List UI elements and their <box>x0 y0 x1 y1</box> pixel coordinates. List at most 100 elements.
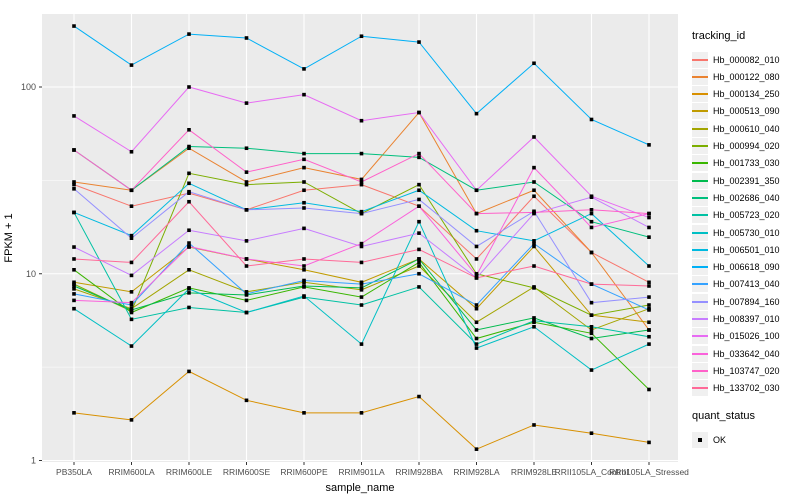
series-color-key <box>692 103 708 120</box>
legend-item-ok: OK <box>692 431 726 448</box>
data-point <box>244 170 249 174</box>
series-color-key <box>692 189 708 206</box>
y-tick-label: 1 <box>31 456 36 466</box>
data-point <box>532 188 536 193</box>
x-axis-title: sample_name <box>325 482 394 494</box>
data-point <box>187 181 191 186</box>
series-color-key <box>692 276 708 293</box>
data-point <box>589 282 594 286</box>
data-point <box>72 182 76 187</box>
x-tick-label: RRII105LA_Stressed <box>609 467 689 477</box>
data-point <box>302 67 306 71</box>
data-point <box>72 298 76 303</box>
data-point <box>359 177 364 182</box>
data-point <box>474 273 479 278</box>
data-point <box>72 114 76 118</box>
data-point <box>359 288 364 292</box>
legend-item: Hb_000994_020 <box>692 138 780 155</box>
data-point <box>302 226 306 231</box>
data-point <box>187 244 191 249</box>
x-tick-label: RRIM600LE <box>166 467 213 477</box>
data-point <box>187 267 191 272</box>
data-point <box>589 431 594 436</box>
data-point <box>187 291 191 295</box>
data-point <box>417 257 421 261</box>
data-point <box>647 143 651 147</box>
data-point <box>589 250 594 255</box>
data-point <box>359 241 364 246</box>
data-point <box>72 187 76 191</box>
data-point <box>532 316 536 320</box>
data-point <box>72 282 76 286</box>
series-points-Hb_005730_010 <box>72 219 651 372</box>
legend-item-label: Hb_000082_010 <box>713 54 780 65</box>
data-point <box>244 36 249 40</box>
series-color-key <box>692 311 708 327</box>
data-point <box>647 440 651 445</box>
data-point <box>187 32 191 36</box>
data-point <box>129 310 134 315</box>
data-point <box>417 155 421 160</box>
series-color-key <box>692 207 708 224</box>
data-point <box>532 135 536 139</box>
legend-item-label: Hb_007894_160 <box>713 296 780 307</box>
x-tick-label: RRIM928BA <box>395 467 443 477</box>
x-tick-label: RRIM928LA <box>453 467 500 477</box>
data-point <box>72 306 76 311</box>
data-point <box>72 284 76 288</box>
data-point <box>302 165 306 170</box>
x-tick-label: RRIM600LA <box>108 467 155 477</box>
data-point <box>532 165 536 170</box>
data-point <box>417 197 421 202</box>
data-point <box>72 292 76 296</box>
data-point <box>187 228 191 233</box>
series-color-key <box>692 328 708 345</box>
legend-item-label: Hb_133702_030 <box>713 383 780 394</box>
data-point <box>129 308 134 312</box>
data-point <box>359 280 364 285</box>
data-point <box>474 111 479 116</box>
data-point <box>129 303 134 307</box>
series-points-Hb_103747_020 <box>72 127 651 216</box>
legend-item: Hb_002391_350 <box>692 172 780 189</box>
legend-item: Hb_005730_010 <box>692 224 780 241</box>
legend-title-quant-status: quant_status <box>692 410 755 422</box>
legend-item-label: Hb_103747_020 <box>713 365 780 376</box>
legend-item-label: Hb_002391_350 <box>713 175 780 186</box>
data-point <box>129 236 134 241</box>
data-point <box>532 423 536 427</box>
series-color-key <box>692 224 708 241</box>
data-point <box>417 271 421 276</box>
series-points-Hb_000134_250 <box>72 369 651 451</box>
data-point <box>359 211 364 216</box>
data-point <box>129 233 134 238</box>
legend-item-label: Hb_000134_250 <box>713 89 780 100</box>
data-point <box>532 61 536 66</box>
data-point <box>244 180 249 184</box>
data-point <box>72 411 76 415</box>
data-point <box>359 182 364 187</box>
data-point <box>244 292 249 296</box>
legend-item-label: Hb_000994_020 <box>713 141 780 151</box>
data-point <box>532 318 536 323</box>
data-point <box>187 287 191 291</box>
data-point <box>244 257 249 261</box>
legend-item: Hb_005723_020 <box>692 207 780 224</box>
legend-item: Hb_000134_250 <box>692 86 780 103</box>
legend-item-label: Hb_008397_010 <box>713 314 780 324</box>
data-point <box>129 418 134 422</box>
data-point <box>359 34 364 39</box>
legend-item: Hb_000610_040 <box>692 120 780 137</box>
series-color-key <box>692 172 708 189</box>
data-point <box>244 208 249 212</box>
data-point <box>647 215 651 220</box>
data-point <box>129 188 134 193</box>
data-point <box>359 342 364 346</box>
data-point <box>474 447 479 451</box>
data-point <box>72 245 76 249</box>
data-point <box>72 180 76 184</box>
legend-item: Hb_000513_090 <box>692 103 780 120</box>
data-point <box>359 286 364 290</box>
data-point <box>187 144 191 149</box>
